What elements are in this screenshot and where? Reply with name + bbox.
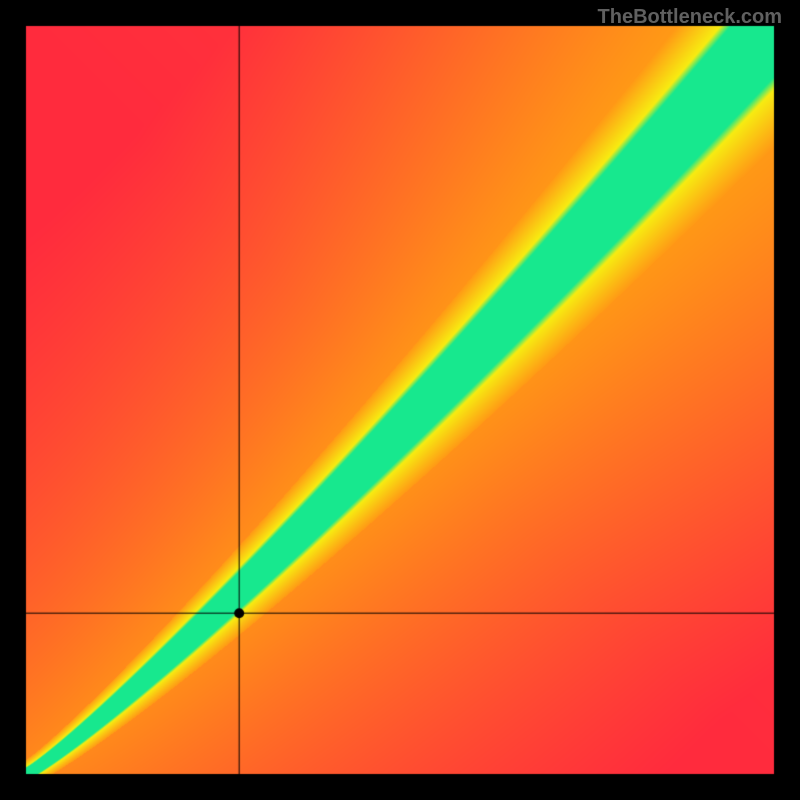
- heatmap-canvas: [0, 0, 800, 800]
- watermark-text: TheBottleneck.com: [598, 6, 782, 29]
- chart-container: TheBottleneck.com: [0, 0, 800, 800]
